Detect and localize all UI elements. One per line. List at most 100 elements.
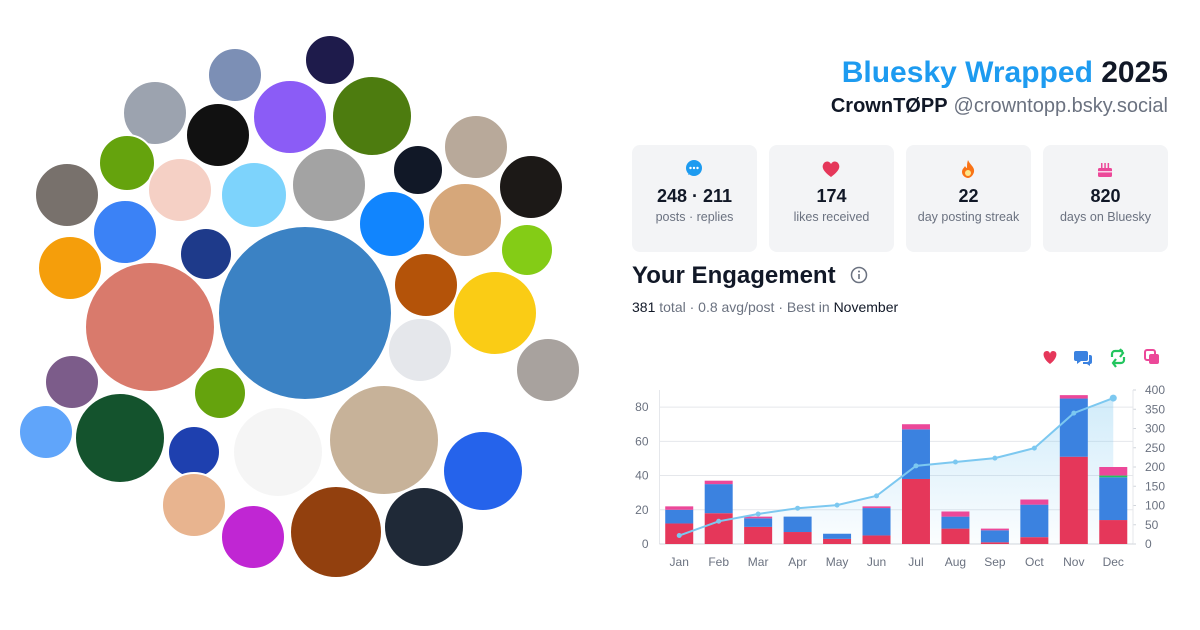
bar-segment: [1059, 398, 1088, 457]
x-tick-label: Aug: [945, 555, 966, 569]
stat-label: days on Bluesky: [1059, 210, 1152, 224]
icon: [1098, 163, 1112, 177]
avatar: [328, 384, 440, 496]
bar-segment: [1020, 537, 1049, 544]
avatar: [443, 114, 509, 180]
section-title: Your Engagement: [632, 262, 868, 290]
bar-segment: [862, 535, 891, 544]
bar-segment: [665, 509, 694, 524]
avatar: [74, 392, 166, 484]
bar-segment: [744, 526, 773, 544]
avatar: [193, 366, 247, 420]
avatar: [92, 199, 158, 265]
legend-icon[interactable]: [1110, 348, 1126, 368]
avatar: [147, 157, 213, 223]
line-point: [1071, 410, 1077, 416]
x-tick-label: Sep: [984, 555, 1006, 569]
y-tick-label: 40: [635, 469, 649, 483]
stat-label: likes received: [793, 210, 870, 224]
bar-segment: [783, 532, 812, 544]
avatar: [289, 485, 383, 579]
y2-tick-label: 400: [1145, 383, 1165, 397]
avatar: [393, 252, 459, 318]
bar-segment: [744, 516, 773, 519]
x-tick-label: Dec: [1103, 555, 1124, 569]
stat-card: 174 likes received: [769, 145, 894, 252]
total: 381: [632, 299, 656, 315]
avatar: [458, 368, 512, 422]
x-tick-label: Jun: [867, 555, 886, 569]
bar-segment: [1020, 499, 1049, 505]
section-title-text: Your Engagement: [632, 262, 836, 289]
avatar: [179, 227, 233, 281]
handle: @crowntopp.bsky.social: [953, 95, 1168, 117]
avatar: [207, 47, 263, 103]
icon: [962, 160, 975, 178]
info-icon[interactable]: [850, 266, 868, 284]
avatar: [217, 225, 393, 401]
avatar: [232, 406, 324, 498]
x-tick-label: Jan: [670, 555, 689, 569]
line-point: [755, 511, 761, 517]
y2-tick-label: 50: [1145, 518, 1159, 532]
avatar: [37, 235, 103, 301]
line-area: [679, 398, 1114, 544]
x-tick-label: Mar: [748, 555, 769, 569]
year: 2025: [1101, 56, 1168, 89]
x-tick-label: Feb: [708, 555, 729, 569]
avatar: [44, 354, 100, 410]
line-point: [1109, 394, 1117, 402]
line-point: [1031, 445, 1037, 451]
avatar: [161, 472, 227, 538]
bar-segment: [862, 506, 891, 509]
avatar: [387, 317, 453, 383]
bar-segment: [980, 542, 1009, 544]
bar-segment: [1099, 477, 1128, 521]
line: [678, 397, 1114, 537]
stat-label: posts · replies: [655, 210, 734, 224]
avatar: [167, 425, 221, 479]
legend-icon[interactable]: [1149, 354, 1159, 364]
bar-segment: [901, 429, 930, 479]
line-point: [716, 518, 722, 524]
y2-tick-label: 150: [1145, 479, 1165, 493]
y-tick-label: 60: [635, 434, 649, 448]
icon: [686, 160, 702, 176]
summary-text: total · 0.8 avg/post · Best in: [659, 299, 830, 315]
bar-segment: [1099, 467, 1128, 476]
bar-segment: [704, 513, 733, 544]
x-tick-label: Oct: [1025, 555, 1044, 569]
line-point: [834, 502, 840, 508]
bar-segment: [1020, 504, 1049, 538]
avatar: [98, 134, 156, 192]
legend-icon[interactable]: [1074, 351, 1092, 366]
user: CrownTØPP @crowntopp.bsky.social: [831, 95, 1168, 118]
bar-segment: [744, 518, 773, 527]
bar-segment: [1059, 456, 1088, 544]
avatar: [515, 337, 581, 403]
chart: 0 20 40 60 80 0 50 100 150 200 250 300 350 400 Jan Feb M…: [635, 348, 1165, 569]
x-tick-label: Apr: [788, 555, 807, 569]
y2-tick-label: 100: [1145, 499, 1165, 513]
bar-segment: [704, 480, 733, 485]
display-name: CrownTØPP: [830, 95, 948, 117]
y2-tick-label: 250: [1145, 441, 1165, 455]
line-point: [795, 505, 801, 511]
y-tick-label: 80: [635, 400, 649, 414]
y-tick-label: 20: [635, 503, 649, 517]
avatar: [498, 154, 564, 220]
x-tick-label: Nov: [1063, 555, 1084, 569]
avatar: [304, 34, 356, 86]
bar-segment: [823, 538, 852, 544]
avatar: [185, 102, 251, 168]
bar-segment: [665, 506, 694, 510]
bar-segment: [980, 530, 1009, 543]
avatar: [427, 182, 503, 258]
y2-tick-label: 200: [1145, 460, 1165, 474]
brand: Bluesky Wrapped: [841, 56, 1093, 89]
bar-segment: [823, 533, 852, 539]
bar-segment: [941, 511, 970, 517]
legend-icon[interactable]: [1043, 351, 1057, 364]
avatar: [452, 270, 538, 356]
